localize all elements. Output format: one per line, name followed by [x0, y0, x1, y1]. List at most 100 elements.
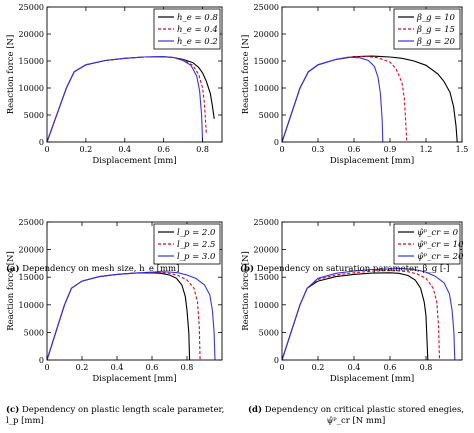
- y-axis-label-b: Reaction force [N]: [241, 35, 251, 115]
- legend-label-a-3: h_e = 0.2: [177, 37, 218, 47]
- series-line-d-1: [282, 272, 429, 360]
- x-tick-label-a-0: 0: [44, 145, 49, 154]
- y-tick-label-a-4: 20000: [19, 30, 44, 39]
- x-axis-label-d: Displacement [mm]: [330, 374, 414, 384]
- series-line-a-2: [47, 56, 207, 142]
- y-axis-label-a: Reaction force [N]: [6, 35, 16, 115]
- x-tick-label-c-0: 0: [44, 363, 49, 372]
- y-tick-label-a-1: 5000: [24, 111, 44, 120]
- caption-c-tag: (c): [6, 405, 20, 415]
- y-tick-label-b-5: 25000: [254, 3, 279, 12]
- caption-b: (b) Dependency on saturation parameter, …: [240, 264, 472, 275]
- y-tick-label-c-0: 0: [39, 356, 44, 365]
- series-line-a-1: [47, 56, 215, 142]
- legend-label-b-1: β_g = 10: [416, 13, 456, 23]
- x-tick-label-c-1: 0.2: [76, 363, 89, 372]
- legend-label-a-2: h_e = 0.4: [177, 25, 218, 35]
- plot-frame-d: [281, 221, 463, 361]
- x-tick-label-d-1: 0.2: [312, 363, 325, 372]
- y-tick-label-c-1: 5000: [24, 328, 44, 337]
- x-tick-label-b-2: 0.6: [348, 145, 361, 154]
- x-axis-label-a: Displacement [mm]: [92, 156, 176, 166]
- legend-label-d-3: ψ̂ᵖ_cr = 20: [417, 251, 464, 262]
- x-tick-label-b-3: 0.9: [384, 145, 397, 154]
- x-axis-label-c: Displacement [mm]: [92, 374, 176, 384]
- x-tick-label-a-3: 0.6: [157, 145, 170, 154]
- series-line-b-2: [282, 55, 408, 142]
- caption-c: (c) Dependency on plastic length scale p…: [6, 405, 231, 427]
- legend-label-b-2: β_g = 15: [416, 25, 455, 35]
- x-tick-label-a-4: 0.8: [196, 145, 209, 154]
- plot-panel-d: 0 0.2 0.4 0.6 0.8 0 5000 10000 15000 20000 25000 Di…: [241, 218, 464, 384]
- y-tick-label-c-5: 25000: [19, 218, 44, 227]
- series-line-c-3: [47, 271, 216, 360]
- x-tick-label-d-2: 0.4: [348, 363, 361, 372]
- x-tick-label-a-2: 0.4: [118, 145, 131, 154]
- caption-d-text: Dependency on critical plastic stored en…: [264, 405, 465, 426]
- legend-a: h_e = 0.8 h_e = 0.4 h_e = 0.2: [153, 8, 221, 50]
- caption-d: (d) Dependency on critical plastic store…: [240, 405, 472, 427]
- x-tick-label-b-5: 1.5: [456, 145, 469, 154]
- y-tick-label-c-2: 10000: [19, 301, 44, 310]
- y-tick-label-b-4: 20000: [254, 30, 279, 39]
- x-tick-label-d-0: 0: [279, 363, 284, 372]
- y-tick-label-a-3: 15000: [19, 57, 44, 66]
- y-tick-label-c-4: 20000: [19, 246, 44, 255]
- plot-panel-a: 0 0.2 0.4 0.6 0.8 0 5000 10000 15000 20000 25000 Di…: [6, 3, 223, 166]
- plot-panel-c: 0 0.2 0.4 0.6 0.8 0 5000 10000 15000 20000 25000 Di…: [6, 218, 223, 384]
- legend-label-c-3: l_p = 3.0: [177, 252, 216, 262]
- y-tick-label-d-1: 5000: [259, 328, 279, 337]
- y-axis-label-d: Reaction force [N]: [241, 251, 251, 331]
- caption-b-tag: (b): [240, 264, 254, 274]
- caption-a-text: Dependency on mesh size, h_e [mm]: [22, 264, 180, 274]
- x-tick-label-b-1: 0.3: [312, 145, 325, 154]
- caption-b-text: Dependency on saturation parameter, β_g …: [256, 264, 450, 274]
- series-line-b-3: [282, 56, 384, 142]
- y-tick-label-d-2: 10000: [254, 301, 279, 310]
- y-tick-label-d-5: 25000: [254, 218, 279, 227]
- x-tick-label-d-4: 0.8: [420, 363, 433, 372]
- plot-frame-a: [46, 6, 223, 143]
- series-line-c-2: [47, 271, 201, 360]
- legend-c: l_p = 2.0 l_p = 2.5 l_p = 3.0: [153, 223, 221, 265]
- y-tick-label-a-2: 10000: [19, 84, 44, 93]
- legend-label-b-3: β_g = 20: [416, 37, 456, 47]
- plot-frame-c: [46, 221, 223, 361]
- series-line-d-3: [282, 268, 456, 360]
- legend-label-c-2: l_p = 2.5: [177, 240, 215, 250]
- x-tick-label-d-3: 0.6: [384, 363, 397, 372]
- y-tick-label-b-2: 10000: [254, 84, 279, 93]
- caption-c-text: Dependency on plastic length scale param…: [6, 405, 225, 426]
- x-tick-label-a-1: 0.2: [80, 145, 93, 154]
- legend-b: β_g = 10 β_g = 15 β_g = 20: [393, 8, 461, 50]
- x-tick-label-c-2: 0.4: [111, 363, 124, 372]
- y-tick-label-c-3: 15000: [19, 273, 44, 282]
- series-line-b-1: [282, 55, 458, 142]
- plot-panel-b: 0 0.3 0.6 0.9 1.2 1.5 0 5000 10000 15000 20000 2500…: [241, 3, 468, 166]
- y-tick-label-b-3: 15000: [254, 57, 279, 66]
- series-line-a-3: [47, 56, 204, 142]
- legend-label-a-1: h_e = 0.8: [177, 13, 218, 23]
- series-line-d-2: [282, 270, 441, 360]
- y-tick-label-b-1: 5000: [259, 111, 279, 120]
- caption-a-tag: (a): [6, 264, 20, 274]
- y-tick-label-a-0: 0: [39, 138, 44, 147]
- x-tick-label-c-3: 0.6: [146, 363, 159, 372]
- caption-a: (a) Dependency on mesh size, h_e [mm]: [6, 264, 231, 275]
- legend-label-d-2: ψ̂ᵖ_cr = 10: [417, 239, 464, 250]
- plot-frame-b: [281, 6, 463, 143]
- legend-label-d-1: ψ̂ᵖ_cr = 0: [417, 227, 459, 238]
- x-tick-label-c-4: 0.8: [181, 363, 194, 372]
- y-tick-label-d-0: 0: [274, 356, 279, 365]
- legend-label-c-1: l_p = 2.0: [177, 228, 216, 238]
- y-tick-label-b-0: 0: [274, 138, 279, 147]
- x-axis-label-b: Displacement [mm]: [330, 156, 414, 166]
- caption-d-tag: (d): [247, 405, 262, 415]
- x-tick-label-b-0: 0: [279, 145, 284, 154]
- y-tick-label-d-4: 20000: [254, 246, 279, 255]
- y-tick-label-a-5: 25000: [19, 3, 44, 12]
- x-tick-label-b-4: 1.2: [420, 145, 433, 154]
- y-axis-label-c: Reaction force [N]: [6, 251, 16, 331]
- y-tick-label-d-3: 15000: [254, 273, 279, 282]
